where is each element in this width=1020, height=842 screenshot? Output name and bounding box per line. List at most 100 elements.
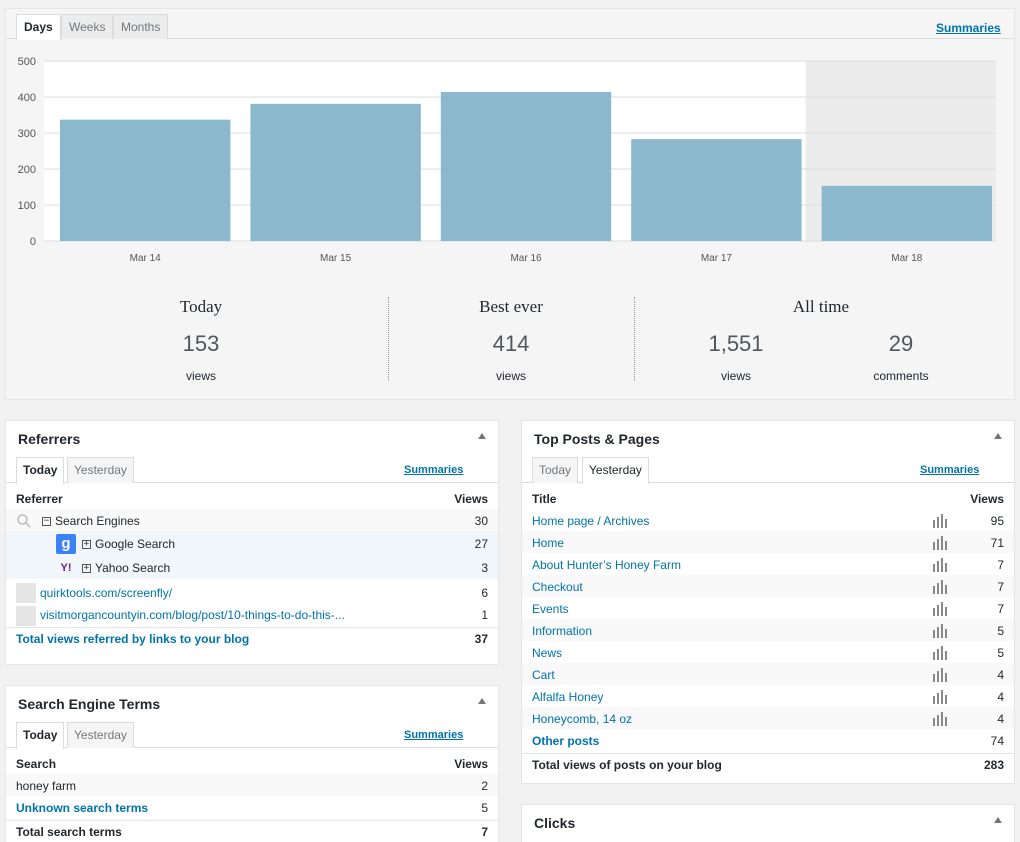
unknown-terms-link[interactable]: Unknown search terms (16, 801, 149, 815)
total-label[interactable]: Total views referred by links to your bl… (16, 632, 250, 646)
yahoo-icon: Y! (60, 562, 72, 574)
referrer-link[interactable]: quirktools.com/screenfly/ (40, 586, 173, 600)
post-title-link[interactable]: Cart (532, 668, 555, 682)
stat-best-label: views (495, 369, 526, 383)
row-views: 4 (997, 668, 1004, 682)
summaries-link[interactable]: Summaries (936, 21, 1001, 35)
bar-chart-icon[interactable] (932, 690, 948, 704)
table-row[interactable]: − Search Engines 30 (6, 509, 498, 531)
search-engines-label: Search Engines (55, 514, 140, 528)
col-title: Title (532, 492, 557, 506)
collapse-arrow-icon[interactable] (994, 433, 1002, 439)
table-row[interactable]: visitmorgancountyin.com/blog/post/10-thi… (6, 605, 498, 627)
post-title-link[interactable]: Honeycomb, 14 oz (532, 712, 633, 726)
table-row[interactable]: Other posts 74 (522, 729, 1014, 751)
total-value: 37 (474, 632, 488, 646)
stat-all-time-comments[interactable]: 29 (888, 331, 914, 356)
row-views: 7 (997, 558, 1004, 572)
bar-chart-icon[interactable] (932, 668, 948, 682)
tab-days[interactable]: Days (16, 14, 61, 40)
table-row[interactable]: Unknown search terms 5 (6, 796, 498, 818)
table-row[interactable]: g + Google Search 27 (6, 531, 498, 555)
collapse-arrow-icon[interactable] (478, 433, 486, 439)
tab-today[interactable]: Today (16, 457, 65, 484)
search-icon (16, 510, 32, 532)
summaries-link[interactable]: Summaries (404, 729, 464, 741)
table-row[interactable]: About Hunter’s Honey Farm 7 (522, 553, 1014, 575)
table-header: Search Views (6, 752, 498, 774)
views-bar-chart: 0 100 200 300 400 500 Mar 14 Mar 15 Mar 16 Mar 17… (18, 56, 996, 264)
bar-chart-icon[interactable] (932, 536, 948, 550)
collapse-icon[interactable]: − (42, 516, 51, 527)
table-row[interactable]: Honeycomb, 14 oz 4 (522, 707, 1014, 729)
tab-yesterday[interactable]: Yesterday (67, 722, 134, 748)
table-row[interactable]: Information 5 (522, 619, 1014, 641)
summaries-link[interactable]: Summaries (404, 464, 464, 476)
bar-chart-icon[interactable] (932, 514, 948, 528)
table-row[interactable]: Y! + Yahoo Search 3 (6, 555, 498, 579)
post-title-link[interactable]: Home (532, 536, 565, 550)
table-row[interactable]: Home 71 (522, 531, 1014, 553)
table-row[interactable]: Checkout 7 (522, 575, 1014, 597)
x-tick-label: Mar 14 (130, 253, 162, 264)
bar[interactable] (631, 139, 802, 241)
bar-chart-icon[interactable] (932, 712, 948, 726)
bar[interactable] (250, 103, 421, 241)
yahoo-search-label: Yahoo Search (95, 561, 171, 575)
referrers-widget: Referrers Today Yesterday Summaries Refe… (5, 420, 499, 665)
other-posts-link[interactable]: Other posts (532, 734, 600, 748)
bar[interactable] (821, 185, 992, 241)
referrer-link[interactable]: visitmorgancountyin.com/blog/post/10-thi… (40, 608, 345, 622)
row-views: 3 (481, 561, 488, 575)
bar[interactable] (60, 119, 231, 241)
row-views: 4 (997, 712, 1004, 726)
top-posts-table: Title Views Home page / Archives 95 Home 71… (522, 487, 1014, 775)
tab-yesterday[interactable]: Yesterday (67, 457, 134, 483)
row-views: 5 (997, 646, 1004, 660)
table-total-row: Total views of posts on your blog 283 (522, 753, 1014, 775)
tab-today[interactable]: Today (532, 457, 579, 483)
tab-yesterday[interactable]: Yesterday (582, 457, 649, 484)
bar[interactable] (440, 91, 612, 242)
table-row[interactable]: Home page / Archives 95 (522, 509, 1014, 531)
post-title-link[interactable]: News (532, 646, 563, 660)
post-title-link[interactable]: Checkout (532, 580, 583, 594)
post-title-link[interactable]: Information (532, 624, 593, 638)
table-row[interactable]: Events 7 (522, 597, 1014, 619)
bar-chart-icon[interactable] (932, 624, 948, 638)
bar-chart-icon[interactable] (932, 580, 948, 594)
post-title-link[interactable]: Alfalfa Honey (532, 690, 604, 704)
stat-today-value[interactable]: 153 (182, 331, 220, 356)
post-title-link[interactable]: Events (532, 602, 569, 616)
stat-all-time-views[interactable]: 1,551 (708, 331, 764, 356)
tab-today[interactable]: Today (16, 722, 65, 749)
search-terms-tabs: Today Yesterday (6, 722, 498, 749)
referrers-title: Referrers (18, 431, 81, 447)
bar-chart-icon[interactable] (932, 602, 948, 616)
table-header: Referrer Views (6, 487, 498, 509)
summaries-link[interactable]: Summaries (920, 464, 980, 476)
stat-best-value[interactable]: 414 (492, 331, 530, 356)
tab-months[interactable]: Months (113, 14, 169, 39)
expand-icon[interactable]: + (82, 539, 91, 550)
y-tick-label: 200 (18, 164, 36, 176)
bar-chart-icon[interactable] (932, 646, 948, 660)
collapse-arrow-icon[interactable] (994, 817, 1002, 823)
expand-icon[interactable]: + (82, 563, 91, 574)
y-tick-label: 300 (18, 128, 36, 140)
bar-chart-icon[interactable] (932, 558, 948, 572)
top-posts-title: Top Posts & Pages (534, 431, 660, 447)
table-row[interactable]: News 5 (522, 641, 1014, 663)
post-title-link[interactable]: Home page / Archives (532, 514, 650, 528)
table-row[interactable]: Cart 4 (522, 663, 1014, 685)
tab-weeks[interactable]: Weeks (61, 14, 114, 39)
col-views: Views (454, 757, 488, 771)
stat-today: Today 153 views (126, 297, 276, 383)
stat-divider (634, 297, 635, 381)
row-views: 2 (481, 779, 488, 793)
collapse-arrow-icon[interactable] (478, 698, 486, 704)
post-title-link[interactable]: About Hunter’s Honey Farm (532, 558, 681, 572)
table-row[interactable]: Alfalfa Honey 4 (522, 685, 1014, 707)
table-row[interactable]: quirktools.com/screenfly/ 6 (6, 579, 498, 605)
row-views: 7 (997, 580, 1004, 594)
